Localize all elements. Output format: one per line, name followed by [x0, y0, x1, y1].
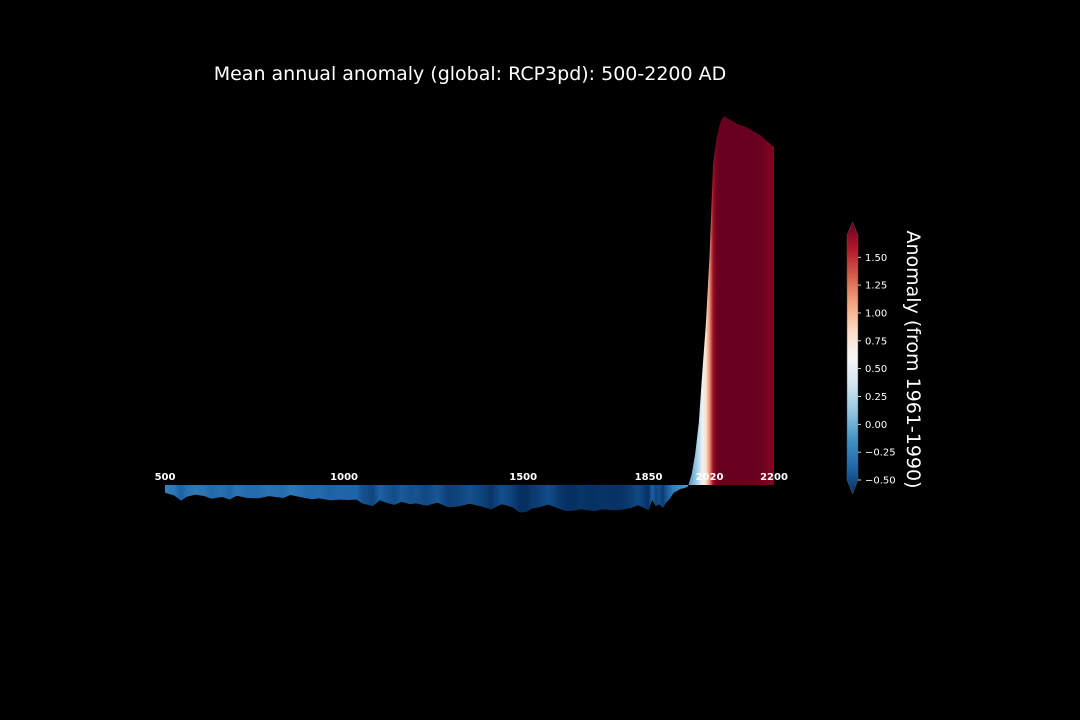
colorbar-tick-label: 1.50 — [865, 253, 887, 264]
chart-title: Mean annual anomaly (global: RCP3pd): 50… — [214, 63, 727, 85]
colorbar-tick-label: −0.50 — [865, 476, 896, 487]
colorbar-tick-label: 0.75 — [865, 336, 887, 347]
plot-area: 500 1000 1500 1850 2020 2200 — [155, 100, 788, 620]
colorbar-label: Anomaly (from 1961-1990) — [902, 230, 924, 488]
x-tick-label-1500: 1500 — [509, 472, 537, 483]
warming-stripes-area — [165, 100, 774, 620]
x-tick-label-500: 500 — [155, 472, 176, 483]
colorbar-tick-label: 0.50 — [865, 364, 887, 375]
colorbar-tick-label: 1.00 — [865, 308, 887, 319]
x-tick-label-2020: 2020 — [696, 472, 724, 483]
x-tick-label-2200: 2200 — [760, 472, 788, 483]
colorbar-bar — [847, 222, 858, 494]
colorbar-tick-label: 1.25 — [865, 281, 887, 292]
colorbar-tick-label: −0.25 — [865, 448, 896, 459]
x-tick-label-1850: 1850 — [635, 472, 663, 483]
colorbar-tick-label: 0.25 — [865, 392, 887, 403]
colorbar: 1.50 1.25 1.00 0.75 0.50 0.25 0.00 −0.25 −0.50 A… — [847, 222, 924, 494]
colorbar-tick-label: 0.00 — [865, 420, 887, 431]
colorbar-ticks: 1.50 1.25 1.00 0.75 0.50 0.25 0.00 −0.25 −0.50 — [858, 253, 896, 487]
x-tick-label-1000: 1000 — [330, 472, 358, 483]
